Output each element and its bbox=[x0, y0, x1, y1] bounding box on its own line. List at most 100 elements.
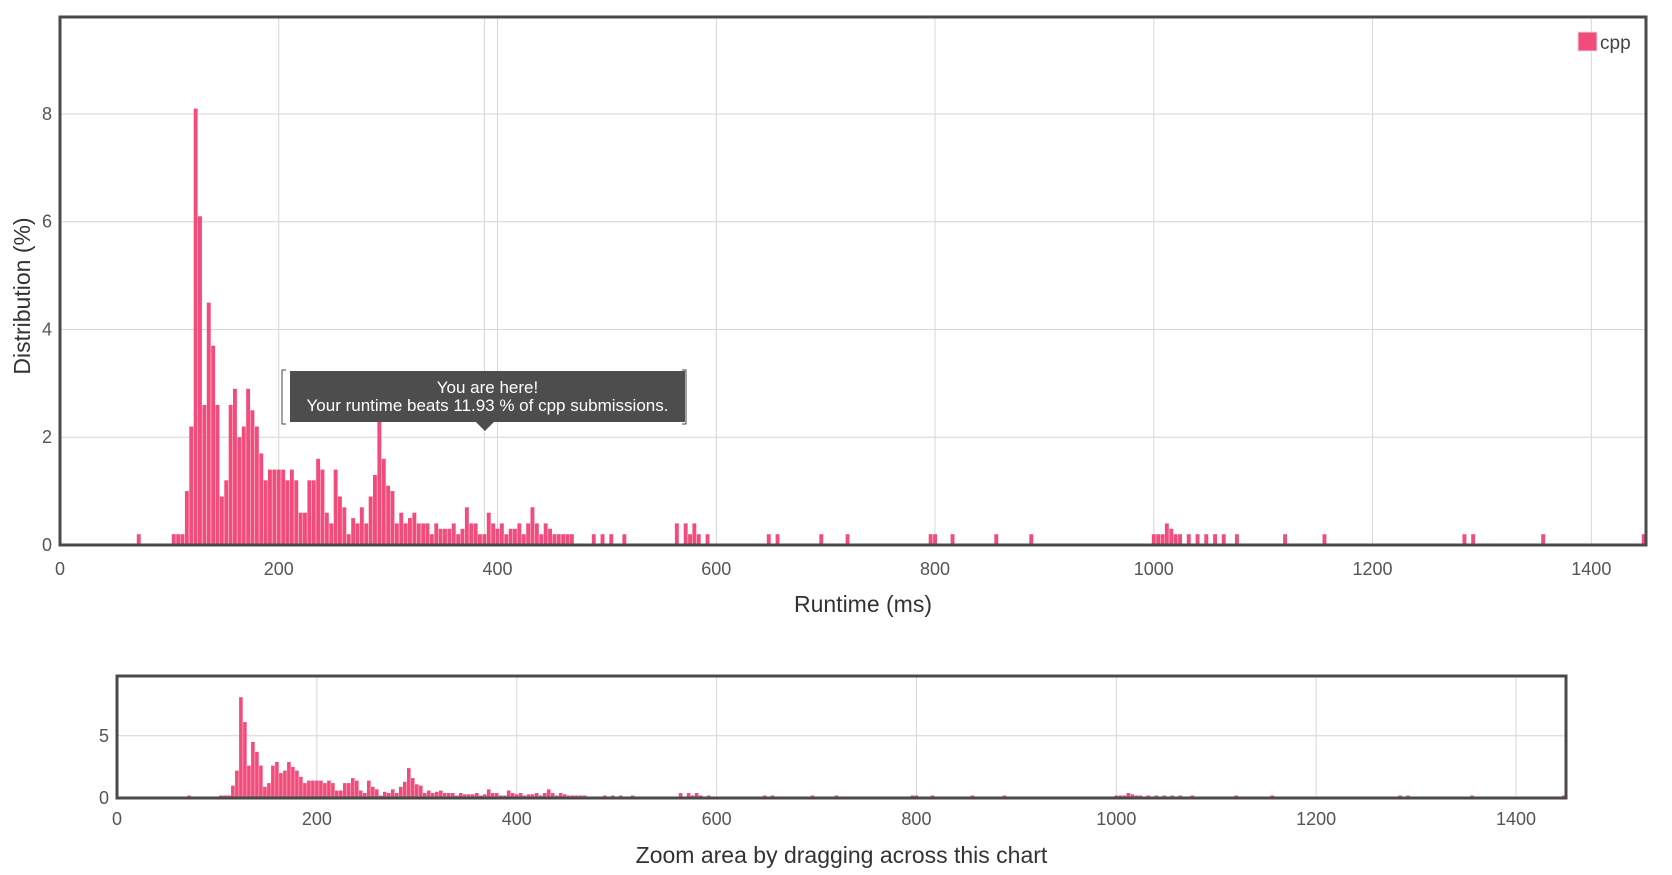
runtime-bar[interactable] bbox=[355, 523, 360, 545]
runtime-bar[interactable] bbox=[443, 528, 447, 545]
runtime-bar[interactable] bbox=[386, 485, 391, 545]
runtime-bar[interactable] bbox=[303, 512, 307, 545]
runtime-bar[interactable] bbox=[513, 528, 517, 545]
runtime-bar[interactable] bbox=[381, 458, 386, 545]
runtime-bar[interactable] bbox=[202, 404, 207, 545]
runtime-bar[interactable] bbox=[1462, 534, 1467, 545]
runtime-bar[interactable] bbox=[263, 480, 268, 545]
runtime-bar[interactable] bbox=[429, 534, 434, 545]
runtime-bar[interactable] bbox=[320, 469, 325, 545]
runtime-bar[interactable] bbox=[486, 512, 491, 545]
runtime-bar[interactable] bbox=[215, 404, 220, 545]
runtime-bar[interactable] bbox=[609, 534, 614, 545]
runtime-bar[interactable] bbox=[526, 523, 531, 545]
runtime-bar[interactable] bbox=[473, 523, 478, 545]
runtime-bar[interactable] bbox=[460, 528, 465, 545]
runtime-bar[interactable] bbox=[416, 523, 421, 545]
runtime-bar[interactable] bbox=[211, 345, 216, 545]
runtime-bar[interactable] bbox=[1471, 534, 1476, 545]
runtime-bar[interactable] bbox=[766, 534, 771, 545]
runtime-bar[interactable] bbox=[994, 534, 999, 545]
runtime-bar[interactable] bbox=[224, 480, 229, 545]
runtime-bar[interactable] bbox=[478, 534, 482, 545]
runtime-bar[interactable] bbox=[268, 469, 272, 545]
runtime-bar[interactable] bbox=[189, 426, 194, 546]
runtime-bar[interactable] bbox=[548, 528, 552, 545]
runtime-bar[interactable] bbox=[451, 523, 456, 545]
runtime-bar[interactable] bbox=[408, 518, 412, 545]
runtime-bar[interactable] bbox=[394, 523, 399, 545]
runtime-bar[interactable] bbox=[237, 437, 242, 545]
runtime-bar[interactable] bbox=[539, 534, 544, 545]
navigator-frame[interactable] bbox=[115, 674, 1568, 800]
runtime-bar[interactable] bbox=[469, 523, 474, 545]
runtime-bar[interactable] bbox=[276, 469, 281, 545]
runtime-bar[interactable] bbox=[359, 507, 364, 545]
runtime-bar[interactable] bbox=[136, 534, 141, 545]
runtime-bar[interactable] bbox=[233, 388, 237, 545]
main-chart-bars[interactable] bbox=[136, 108, 1646, 546]
runtime-bar[interactable] bbox=[250, 410, 255, 545]
legend-swatch-cpp[interactable] bbox=[1577, 31, 1598, 52]
runtime-bar[interactable] bbox=[561, 534, 566, 545]
legend[interactable]: cpp bbox=[1577, 31, 1631, 54]
runtime-bar[interactable] bbox=[521, 534, 526, 545]
runtime-bar[interactable] bbox=[176, 534, 181, 545]
runtime-bar[interactable] bbox=[1186, 534, 1191, 545]
legend-label-cpp[interactable]: cpp bbox=[1600, 33, 1631, 54]
runtime-bar[interactable] bbox=[683, 523, 688, 545]
runtime-bar[interactable] bbox=[565, 534, 570, 545]
runtime-bar[interactable] bbox=[775, 534, 780, 545]
runtime-bar[interactable] bbox=[368, 496, 373, 546]
runtime-bar[interactable] bbox=[1204, 534, 1209, 545]
runtime-bar[interactable] bbox=[845, 534, 850, 545]
runtime-bar[interactable] bbox=[241, 426, 246, 546]
runtime-bar[interactable] bbox=[1156, 534, 1161, 545]
runtime-bar[interactable] bbox=[307, 480, 312, 545]
runtime-bar[interactable] bbox=[198, 216, 202, 546]
runtime-bar[interactable] bbox=[193, 108, 198, 545]
runtime-bar[interactable] bbox=[254, 426, 259, 546]
runtime-bar[interactable] bbox=[705, 534, 710, 545]
runtime-bar[interactable] bbox=[464, 507, 469, 545]
runtime-bar[interactable] bbox=[338, 496, 342, 546]
runtime-bar[interactable] bbox=[298, 512, 303, 545]
runtime-bar[interactable] bbox=[184, 491, 189, 545]
runtime-bar[interactable] bbox=[495, 528, 500, 545]
main-chart-frame[interactable] bbox=[58, 15, 1648, 547]
runtime-bar[interactable] bbox=[696, 534, 701, 545]
runtime-bar[interactable] bbox=[688, 534, 692, 545]
runtime-bar[interactable] bbox=[552, 534, 557, 545]
runtime-bar[interactable] bbox=[504, 534, 509, 545]
runtime-bar[interactable] bbox=[403, 523, 408, 545]
runtime-bar[interactable] bbox=[421, 523, 426, 545]
runtime-bar[interactable] bbox=[294, 480, 299, 545]
runtime-bar[interactable] bbox=[1151, 534, 1156, 545]
runtime-bar[interactable] bbox=[456, 534, 461, 545]
runtime-bar[interactable] bbox=[692, 523, 697, 545]
runtime-bar[interactable] bbox=[1213, 534, 1217, 545]
runtime-bar[interactable] bbox=[1235, 534, 1239, 545]
runtime-bar[interactable] bbox=[819, 534, 824, 545]
runtime-bar[interactable] bbox=[1173, 534, 1178, 545]
runtime-bar[interactable] bbox=[530, 507, 535, 545]
runtime-bar[interactable] bbox=[1641, 534, 1646, 545]
runtime-bar[interactable] bbox=[373, 475, 377, 545]
runtime-bar[interactable] bbox=[272, 469, 277, 545]
runtime-bar[interactable] bbox=[289, 469, 294, 545]
runtime-bar[interactable] bbox=[333, 469, 338, 545]
runtime-bar[interactable] bbox=[556, 534, 561, 545]
runtime-bar[interactable] bbox=[346, 534, 351, 545]
runtime-bar[interactable] bbox=[543, 523, 548, 545]
runtime-bar[interactable] bbox=[591, 534, 596, 545]
runtime-bar[interactable] bbox=[569, 534, 574, 545]
runtime-bar[interactable] bbox=[399, 512, 404, 545]
runtime-bar[interactable] bbox=[311, 480, 316, 545]
runtime-bar[interactable] bbox=[281, 469, 286, 545]
runtime-bar[interactable] bbox=[447, 528, 452, 545]
runtime-bar[interactable] bbox=[508, 528, 513, 545]
runtime-bar[interactable] bbox=[1221, 534, 1226, 545]
runtime-bar[interactable] bbox=[928, 534, 933, 545]
runtime-bar[interactable] bbox=[259, 453, 264, 545]
runtime-bar[interactable] bbox=[622, 534, 627, 545]
